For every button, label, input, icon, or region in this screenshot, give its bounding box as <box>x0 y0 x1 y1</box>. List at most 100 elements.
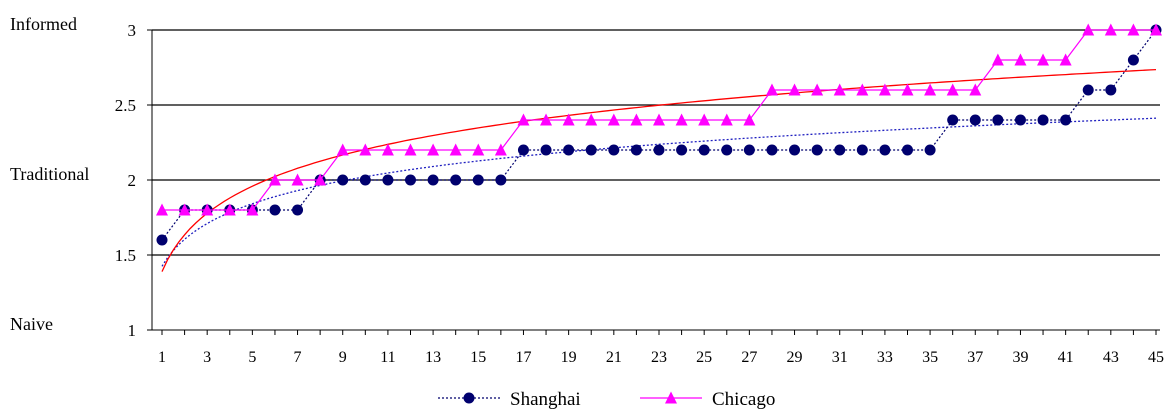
data-point-shanghai <box>337 174 349 186</box>
legend-label: Shanghai <box>510 389 581 409</box>
data-point-shanghai <box>563 144 575 156</box>
data-point-shanghai <box>743 144 755 156</box>
data-point-chicago <box>291 173 304 186</box>
data-point-shanghai <box>382 174 394 186</box>
x-tick-label: 7 <box>294 349 302 366</box>
data-point-shanghai <box>427 174 439 186</box>
data-point-chicago <box>946 83 959 96</box>
data-point-chicago <box>1150 23 1162 36</box>
x-tick-label: 25 <box>696 349 712 366</box>
data-point-shanghai <box>405 174 416 186</box>
data-point-shanghai <box>789 144 801 156</box>
data-point-chicago <box>404 143 417 156</box>
trend-lines <box>161 68 1157 272</box>
data-point-shanghai <box>359 174 371 186</box>
data-point-shanghai <box>947 114 959 126</box>
x-tick-label: 1 <box>158 349 166 366</box>
data-point-chicago <box>630 113 643 126</box>
data-point-shanghai <box>924 144 936 156</box>
x-tick-label: 35 <box>922 349 938 366</box>
data-point-shanghai <box>1014 114 1026 126</box>
data-point-chicago <box>991 53 1004 66</box>
data-point-shanghai <box>698 144 710 156</box>
trend-line-shanghai <box>161 117 1157 267</box>
trend-line-chicago <box>161 68 1157 272</box>
data-point-chicago <box>178 203 191 216</box>
data-point-shanghai <box>1060 114 1072 126</box>
x-tick-label: 45 <box>1148 349 1164 366</box>
data-point-chicago <box>1127 23 1140 36</box>
data-point-chicago <box>969 83 982 96</box>
data-point-shanghai <box>811 144 823 156</box>
data-point-chicago <box>856 83 869 96</box>
data-point-chicago <box>878 83 891 96</box>
legend-marker <box>665 391 677 404</box>
data-point-shanghai <box>676 144 688 156</box>
x-tick-label: 13 <box>425 349 441 366</box>
data-point-chicago <box>381 143 394 156</box>
data-point-chicago <box>811 83 824 96</box>
data-point-shanghai <box>517 144 529 156</box>
x-tick-label: 3 <box>203 349 211 366</box>
data-point-chicago <box>201 203 214 216</box>
data-point-shanghai <box>1105 84 1117 96</box>
series-chicago <box>156 23 1162 216</box>
data-point-shanghai <box>653 144 665 156</box>
data-point-chicago <box>494 143 507 156</box>
data-point-chicago <box>1037 53 1050 66</box>
data-point-chicago <box>720 113 733 126</box>
data-point-chicago <box>901 83 914 96</box>
data-point-chicago <box>268 173 281 186</box>
y-axis-ticks: 1 1.5 2 2.5 3 <box>115 21 152 340</box>
x-tick-label: 5 <box>248 349 256 366</box>
data-point-shanghai <box>630 144 642 156</box>
x-tick-label: 11 <box>380 349 395 366</box>
x-tick-label: 21 <box>606 349 622 366</box>
x-tick-label: 39 <box>1012 349 1028 366</box>
data-point-chicago <box>607 113 620 126</box>
data-point-shanghai <box>1037 114 1049 126</box>
x-tick-label: 29 <box>787 349 803 366</box>
y-tick-label: 2 <box>128 171 137 190</box>
data-point-chicago <box>1059 53 1072 66</box>
x-axis-ticks: 1 3 5 7 9 11 13 15 17 19 21 23 25 27 29 31 33 35 37 39 41 43 4… <box>158 330 1164 366</box>
data-point-shanghai <box>450 174 462 186</box>
y-tick-label: 1.5 <box>115 246 136 265</box>
data-point-chicago <box>653 113 665 126</box>
data-point-shanghai <box>269 204 281 216</box>
legend-item-chicago: Chicago <box>640 389 775 409</box>
x-tick-label: 15 <box>470 349 486 366</box>
x-tick-label: 31 <box>832 349 848 366</box>
data-point-shanghai <box>856 144 868 156</box>
data-point-chicago <box>585 113 598 126</box>
data-point-shanghai <box>834 144 846 156</box>
data-point-shanghai <box>879 144 891 156</box>
data-point-shanghai <box>1082 84 1094 96</box>
series-line-shanghai <box>161 29 1157 241</box>
data-point-chicago <box>472 143 485 156</box>
x-tick-label: 43 <box>1103 349 1119 366</box>
series-group <box>156 23 1162 246</box>
data-point-chicago <box>924 83 937 96</box>
category-label: Naive <box>10 314 53 334</box>
x-tick-label: 41 <box>1058 349 1074 366</box>
data-point-chicago <box>675 113 688 126</box>
data-point-chicago <box>517 113 530 126</box>
y-tick-label: 2.5 <box>115 96 136 115</box>
legend-label: Chicago <box>712 389 775 409</box>
data-point-shanghai <box>766 144 778 156</box>
x-tick-label: 23 <box>651 349 667 366</box>
data-point-chicago <box>359 143 372 156</box>
data-point-shanghai <box>495 174 507 186</box>
legend: Shanghai Chicago <box>438 389 775 409</box>
data-point-chicago <box>223 203 236 216</box>
data-point-chicago <box>1104 23 1117 36</box>
y-tick-label: 3 <box>128 21 137 40</box>
data-point-chicago <box>743 113 756 126</box>
data-point-chicago <box>427 143 440 156</box>
data-point-chicago <box>698 113 711 126</box>
data-point-shanghai <box>902 144 913 156</box>
data-point-shanghai <box>540 144 552 156</box>
x-tick-label: 33 <box>877 349 893 366</box>
